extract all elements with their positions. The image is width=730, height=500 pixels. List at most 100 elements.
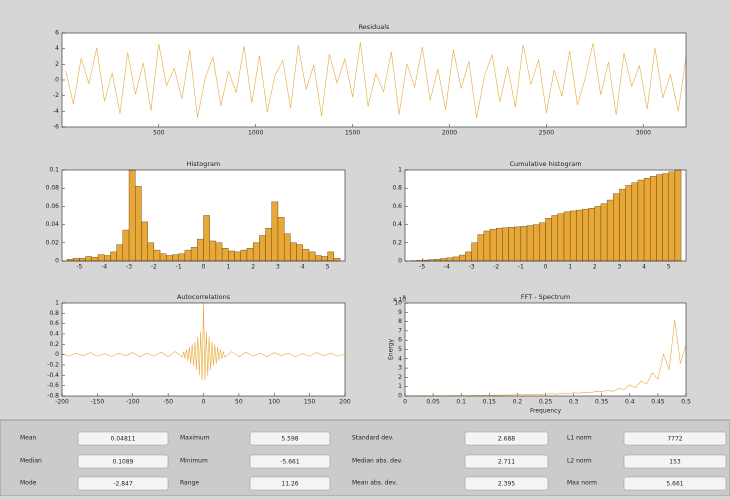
x-tick-label: -5 [76, 264, 82, 271]
x-tick-label: 0 [403, 399, 407, 406]
histogram-bar [104, 256, 110, 261]
histogram-bar [303, 249, 309, 261]
x-tick-label: 0.3 [569, 399, 579, 406]
chart-title: Histogram [187, 160, 221, 168]
histogram-bar [496, 228, 502, 261]
x-tick-label: -4 [444, 264, 450, 271]
histogram-bar [564, 212, 570, 261]
y-axis-label: Energy [388, 339, 395, 360]
histogram-bar [73, 258, 79, 261]
histogram-bar [669, 172, 675, 261]
histogram-bar [619, 189, 625, 261]
histogram-bar [638, 180, 644, 261]
x-tick-label: 0.1 [456, 399, 466, 406]
x-tick-label: 150 [304, 399, 316, 406]
y-tick-label: 0.02 [46, 239, 60, 246]
histogram-bar [241, 250, 247, 261]
y-tick-label: 0.04 [46, 221, 60, 228]
y-tick-label: 2 [55, 61, 59, 68]
histogram-bar [447, 258, 453, 261]
stat-label: Median [20, 458, 42, 465]
histogram-bar [210, 241, 216, 261]
histogram-bar [459, 255, 465, 261]
y-tick-label: 0.8 [392, 185, 402, 192]
histogram-bar [546, 218, 552, 261]
histogram-bar [472, 243, 478, 261]
histogram-bar [589, 208, 595, 261]
chart-title: Cumulative histogram [509, 160, 581, 168]
histogram-bar [321, 256, 327, 261]
x-tick-label: 0.4 [625, 399, 635, 406]
histogram-bar [272, 202, 278, 261]
chart-title: FFT - Spectrum [521, 293, 570, 301]
histogram-bar [539, 223, 545, 261]
histogram-bar [278, 217, 284, 261]
stat-value: 0.04811 [111, 436, 136, 443]
x-tick-label: 1000 [248, 130, 263, 137]
stat-label: Range [180, 480, 199, 487]
histogram-bar [441, 258, 447, 261]
stat-value: -5.661 [280, 459, 300, 466]
x-tick-label: 3 [276, 264, 280, 271]
histogram-bar [465, 252, 471, 261]
x-tick-label: 5 [326, 264, 330, 271]
stat-value: 2.688 [498, 436, 515, 443]
y-tick-label: -6 [53, 124, 59, 131]
histogram-bar [334, 258, 340, 261]
x-tick-label: 100 [269, 399, 281, 406]
histogram-bar [675, 170, 681, 261]
chart-title: Residuals [359, 23, 390, 31]
histogram-bar [644, 178, 650, 261]
y-tick-label: 2 [398, 374, 402, 381]
x-tick-label: 4 [301, 264, 305, 271]
x-tick-label: 2500 [539, 130, 554, 137]
x-tick-label: 0.2 [513, 399, 523, 406]
histogram-bar [601, 204, 607, 261]
histogram-bar [129, 170, 135, 261]
y-tick-label: -0.2 [47, 362, 59, 369]
x-tick-label: 3000 [636, 130, 651, 137]
y-tick-label: 0.4 [392, 221, 402, 228]
histogram-bar [216, 243, 222, 261]
y-tick-label: 0.2 [49, 341, 59, 348]
histogram-bar [247, 248, 253, 261]
chart-title: Autocorrelations [177, 293, 231, 301]
y-tick-label: 1 [398, 383, 402, 390]
y-tick-label: 0 [398, 258, 402, 265]
x-tick-label: 0.35 [595, 399, 609, 406]
x-tick-label: -5 [419, 264, 425, 271]
histogram-bar [228, 251, 234, 261]
y-tick-label: 0 [55, 351, 59, 358]
histogram-bar [552, 216, 558, 262]
histogram-bar [222, 248, 228, 261]
histogram-bar [521, 226, 527, 261]
histogram-bar [185, 250, 191, 261]
histogram-bar [135, 186, 141, 261]
x-tick-label: 1 [226, 264, 230, 271]
histogram-bar [650, 176, 656, 261]
y-tick-label: 0.1 [49, 167, 59, 174]
x-tick-label: 1 [568, 264, 572, 271]
histogram-bar [570, 211, 576, 261]
histogram-bar [607, 200, 613, 261]
stat-label: Median abs. dev. [352, 458, 403, 465]
x-axis-label: Frequency [530, 408, 561, 415]
stat-label: Mean abs. dev. [352, 480, 397, 487]
stat-value: 11.26 [281, 481, 298, 488]
y-tick-label: 0.6 [392, 203, 402, 210]
x-tick-label: -2 [151, 264, 157, 271]
y-tick-label: 6 [398, 337, 402, 344]
histogram-bar [123, 230, 129, 261]
histogram-bar [266, 228, 272, 261]
x-tick-label: 0 [202, 399, 206, 406]
histogram-bar [197, 239, 203, 261]
histogram-bar [253, 243, 259, 261]
histogram-bar [453, 257, 459, 261]
y-tick-label: 0.2 [392, 239, 402, 246]
y-exponent: 6 [403, 295, 406, 301]
histogram-bar [141, 222, 147, 261]
stat-value: 5.598 [281, 436, 298, 443]
histogram-bar [315, 256, 321, 261]
stat-label: Mode [20, 480, 37, 487]
